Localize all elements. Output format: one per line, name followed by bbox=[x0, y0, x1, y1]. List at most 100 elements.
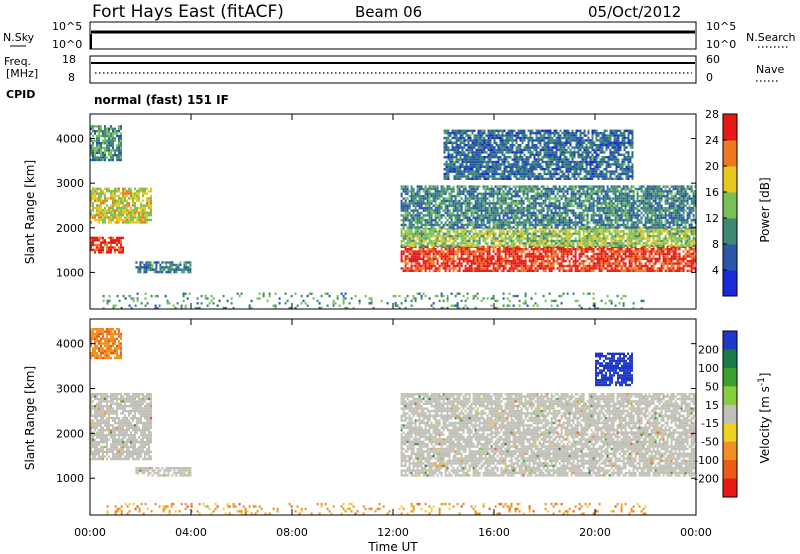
data-cell bbox=[406, 204, 409, 207]
data-cell bbox=[616, 211, 619, 215]
data-cell bbox=[516, 227, 519, 231]
data-cell bbox=[98, 130, 100, 133]
data-cell bbox=[446, 264, 449, 268]
data-cell bbox=[508, 221, 511, 224]
data-cell bbox=[542, 207, 545, 210]
data-cell bbox=[444, 192, 447, 195]
data-cell bbox=[510, 221, 513, 224]
data-cell bbox=[538, 242, 541, 245]
data-cell bbox=[512, 242, 515, 245]
data-cell bbox=[672, 250, 675, 253]
data-cell bbox=[446, 260, 449, 263]
data-cell bbox=[568, 269, 571, 272]
data-cell bbox=[426, 264, 429, 268]
data-cell bbox=[458, 204, 461, 207]
data-cell bbox=[112, 199, 114, 202]
data-cell bbox=[510, 244, 513, 247]
data-cell bbox=[444, 232, 447, 235]
data-cell bbox=[402, 260, 405, 263]
data-cell bbox=[470, 262, 473, 265]
data-cell bbox=[674, 235, 677, 238]
data-cell bbox=[524, 230, 527, 233]
data-cell bbox=[410, 262, 413, 265]
data-cell bbox=[492, 242, 495, 245]
data-cell bbox=[562, 255, 565, 258]
data-cell bbox=[430, 244, 433, 247]
data-cell bbox=[420, 235, 423, 238]
data-cell bbox=[432, 242, 435, 245]
data-cell bbox=[470, 214, 473, 217]
data-cell bbox=[106, 187, 108, 190]
data-cell bbox=[644, 204, 647, 207]
data-cell bbox=[444, 227, 447, 231]
data-cell bbox=[520, 248, 523, 251]
data-cell bbox=[526, 227, 529, 231]
data-cell bbox=[556, 199, 559, 203]
data-cell bbox=[118, 241, 120, 244]
data-cell bbox=[538, 248, 541, 251]
data-cell bbox=[612, 192, 615, 195]
data-cell bbox=[556, 221, 559, 224]
data-cell bbox=[100, 218, 102, 222]
data-cell bbox=[522, 223, 525, 227]
data-cell bbox=[430, 250, 433, 253]
data-cell bbox=[628, 230, 631, 233]
data-cell bbox=[416, 232, 419, 235]
data-cell bbox=[520, 230, 523, 233]
data-cell bbox=[464, 207, 467, 210]
data-cell bbox=[500, 250, 503, 253]
data-cell bbox=[150, 202, 152, 205]
data-cell bbox=[498, 223, 501, 227]
data-cell bbox=[112, 202, 114, 205]
data-cell bbox=[620, 197, 623, 200]
data-cell bbox=[668, 230, 671, 233]
data-cell bbox=[600, 250, 603, 253]
data-cell bbox=[558, 264, 561, 268]
data-cell bbox=[169, 266, 172, 269]
data-cell bbox=[576, 204, 579, 207]
data-cell bbox=[554, 230, 557, 233]
data-cell bbox=[626, 250, 629, 253]
data-cell bbox=[568, 244, 571, 247]
data-cell bbox=[442, 232, 445, 235]
data-cell bbox=[638, 242, 641, 245]
data-cell bbox=[554, 242, 557, 245]
data-cell bbox=[650, 269, 653, 272]
data-cell bbox=[586, 227, 589, 231]
data-cell bbox=[526, 211, 529, 215]
data-cell bbox=[532, 252, 535, 256]
data-cell bbox=[112, 154, 114, 157]
data-cell bbox=[96, 137, 98, 140]
data-cell bbox=[430, 192, 433, 195]
data-cell bbox=[452, 202, 455, 205]
data-cell bbox=[550, 244, 553, 247]
data-cell bbox=[142, 192, 144, 195]
data-cell bbox=[528, 269, 531, 272]
data-cell bbox=[668, 204, 671, 207]
data-cell bbox=[626, 214, 629, 217]
data-cell bbox=[456, 204, 459, 207]
data-cell bbox=[564, 185, 567, 188]
data-cell bbox=[576, 190, 579, 193]
data-cell bbox=[476, 219, 479, 222]
data-cell bbox=[92, 151, 94, 154]
data-cell bbox=[658, 227, 661, 231]
data-cell bbox=[562, 223, 565, 227]
data-cell bbox=[620, 264, 623, 268]
data-cell bbox=[676, 264, 679, 268]
data-cell bbox=[534, 260, 537, 263]
data-cell bbox=[640, 216, 643, 219]
data-cell bbox=[656, 230, 659, 233]
data-cell bbox=[510, 255, 513, 258]
data-cell bbox=[554, 219, 557, 222]
data-cell bbox=[94, 239, 96, 242]
data-cell bbox=[584, 239, 587, 243]
data-cell bbox=[584, 195, 587, 198]
data-cell bbox=[648, 230, 651, 233]
data-cell bbox=[606, 187, 609, 191]
data-cell bbox=[454, 195, 457, 198]
data-cell bbox=[420, 202, 423, 205]
data-cell bbox=[120, 144, 122, 147]
data-cell bbox=[584, 242, 587, 245]
data-cell bbox=[116, 248, 118, 252]
